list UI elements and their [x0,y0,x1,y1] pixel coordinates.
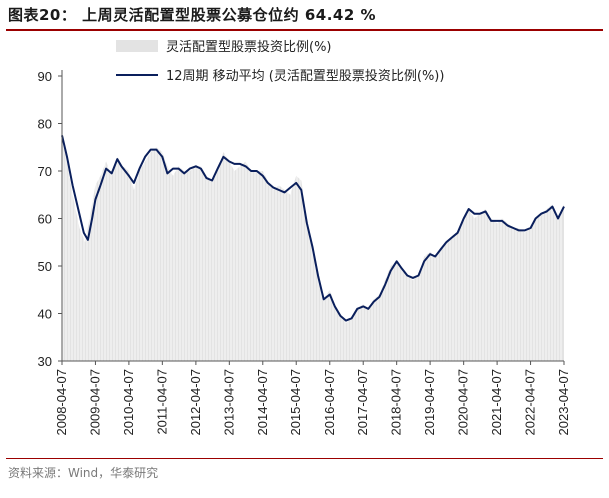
y-tick-label: 80 [38,117,52,132]
x-tick-label: 2010-04-07 [121,369,136,436]
x-tick-label: 2022-04-07 [523,369,538,436]
x-tick-label: 2017-04-07 [355,369,370,436]
axes: 30 40 50 60 70 80 90 2008-04-07 2009-04-07 2010-0… [38,69,571,436]
y-tick-label: 60 [38,212,52,227]
moving-average-line [61,135,565,322]
footer-divider [6,458,603,459]
x-tick-label: 2016-04-07 [322,369,337,436]
source-note: 资料来源：Wind，华泰研究 [8,466,159,480]
x-tick-label: 2014-04-07 [255,369,270,436]
chart-title: 图表20： 上周灵活配置型股票公募仓位约 64.42 % [8,6,377,24]
line-series [61,135,565,322]
legend-label-line: 12周期 移动平均 (灵活配置型股票投资比例(%)) [166,68,444,84]
x-tick-label: 2018-04-07 [389,369,404,436]
legend-label-area: 灵活配置型股票投资比例(%) [166,39,332,55]
x-tick-label: 2013-04-07 [221,369,236,436]
x-tick-label: 2009-04-07 [87,369,102,436]
y-tick-label: 90 [38,69,52,84]
legend: 灵活配置型股票投资比例(%) 12周期 移动平均 (灵活配置型股票投资比例(%)) [116,39,444,84]
x-tick-label: 2008-04-07 [54,369,69,436]
y-tick-label: 50 [38,259,52,274]
x-tick-label: 2023-04-07 [556,369,571,436]
x-tick-label: 2011-04-07 [154,369,169,435]
x-tick-label: 2015-04-07 [288,369,303,436]
legend-swatch-area [116,40,158,52]
x-tick-label: 2021-04-07 [489,369,504,436]
x-tick-label: 2019-04-07 [422,369,437,436]
x-tick-label: 2020-04-07 [456,369,471,436]
y-tick-label: 40 [38,307,52,322]
title-divider [6,29,603,31]
y-tick-label: 70 [38,164,52,179]
x-tick-label: 2012-04-07 [188,369,203,436]
y-tick-label: 30 [38,354,52,369]
